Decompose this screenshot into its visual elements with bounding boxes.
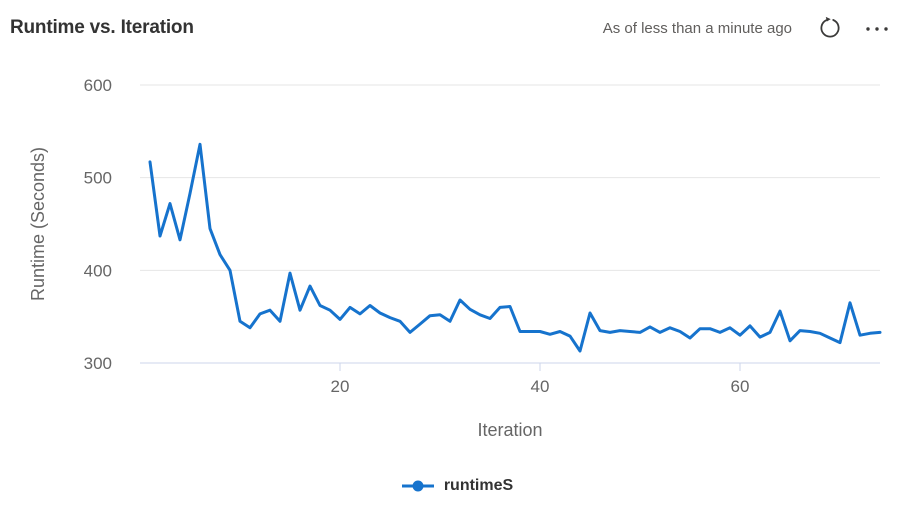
line-chart[interactable]: 300 400 500 600 20 40 60 Iteration Runtime (Seco… — [0, 55, 914, 451]
svg-text:40: 40 — [531, 377, 550, 396]
chart-title: Runtime vs. Iteration — [10, 17, 194, 38]
svg-text:Runtime (Seconds): Runtime (Seconds) — [28, 147, 48, 301]
card-header: Runtime vs. Iteration As of less than a … — [0, 0, 914, 42]
legend-marker-icon — [401, 480, 434, 492]
ellipsis-icon — [866, 27, 888, 31]
svg-text:20: 20 — [331, 377, 350, 396]
svg-text:300: 300 — [84, 354, 112, 373]
svg-text:600: 600 — [84, 76, 112, 95]
svg-text:500: 500 — [84, 169, 112, 188]
more-options-button[interactable] — [860, 14, 894, 42]
svg-text:400: 400 — [84, 261, 112, 280]
refresh-button[interactable] — [816, 14, 844, 42]
svg-text:60: 60 — [731, 377, 750, 396]
svg-text:Iteration: Iteration — [477, 420, 542, 440]
legend-label: runtimeS — [443, 477, 514, 494]
refresh-icon — [820, 16, 840, 38]
legend-item[interactable]: runtimeS — [0, 477, 914, 495]
freshness-label: As of less than a minute ago — [602, 19, 792, 37]
